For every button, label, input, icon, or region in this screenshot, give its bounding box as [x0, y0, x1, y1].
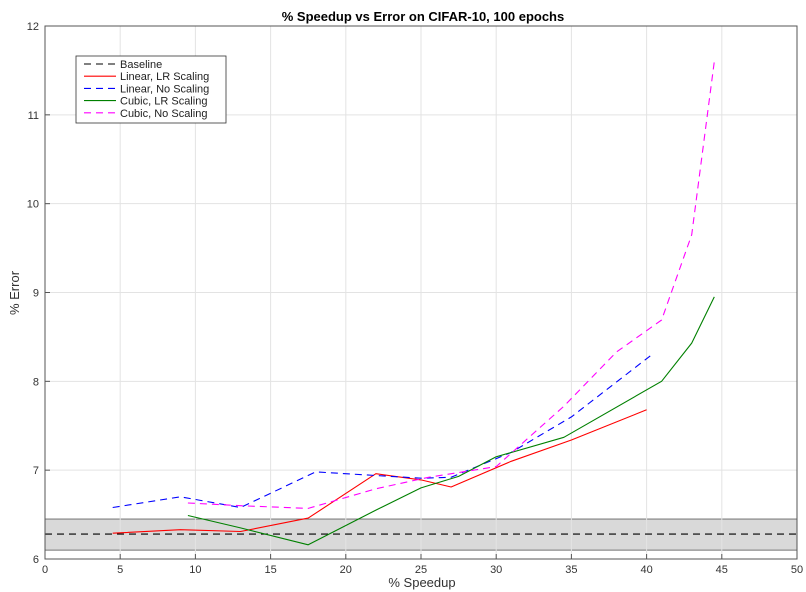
- legend-label: Linear, LR Scaling: [120, 71, 209, 83]
- x-tick-label: 25: [415, 564, 427, 576]
- legend-label: Baseline: [120, 59, 162, 71]
- x-tick-label: 0: [42, 564, 48, 576]
- x-tick-label: 30: [490, 564, 502, 576]
- series-line-linear-no-scaling: [112, 352, 655, 509]
- legend-label: Cubic, No Scaling: [120, 108, 207, 120]
- x-tick-label: 35: [565, 564, 577, 576]
- series-line-cubic-no-scaling: [187, 61, 715, 509]
- y-tick-label: 7: [33, 465, 39, 477]
- y-tick-label: 10: [27, 199, 39, 211]
- legend-label: Cubic, LR Scaling: [120, 96, 207, 108]
- y-tick-label: 9: [33, 288, 39, 300]
- chart-title: % Speedup vs Error on CIFAR-10, 100 epoc…: [282, 9, 564, 24]
- x-tick-label: 45: [716, 564, 728, 576]
- x-tick-label: 40: [640, 564, 652, 576]
- y-tick-label: 8: [33, 376, 39, 388]
- x-tick-label: 50: [791, 564, 803, 576]
- y-axis-label: % Error: [7, 270, 22, 315]
- y-tick-label: 11: [28, 110, 39, 122]
- y-tick-label: 6: [33, 554, 39, 566]
- x-tick-label: 5: [117, 564, 123, 576]
- legend-box: [75, 55, 227, 124]
- series-line-linear-lr-scaling: [112, 409, 647, 534]
- series-layer: [45, 61, 797, 546]
- tick-layer: 0 5 10 15 20 25 30 35 40 45 50 6 7 8 9 10 11 12: [27, 21, 803, 576]
- y-tick-label: 12: [27, 21, 39, 33]
- x-axis-label: % Speedup: [388, 575, 455, 590]
- x-tick-label: 15: [264, 564, 276, 576]
- series-line-cubic-lr-scaling: [187, 296, 715, 546]
- x-tick-label: 20: [340, 564, 352, 576]
- x-tick-label: 10: [189, 564, 201, 576]
- legend-label: Linear, No Scaling: [120, 83, 209, 95]
